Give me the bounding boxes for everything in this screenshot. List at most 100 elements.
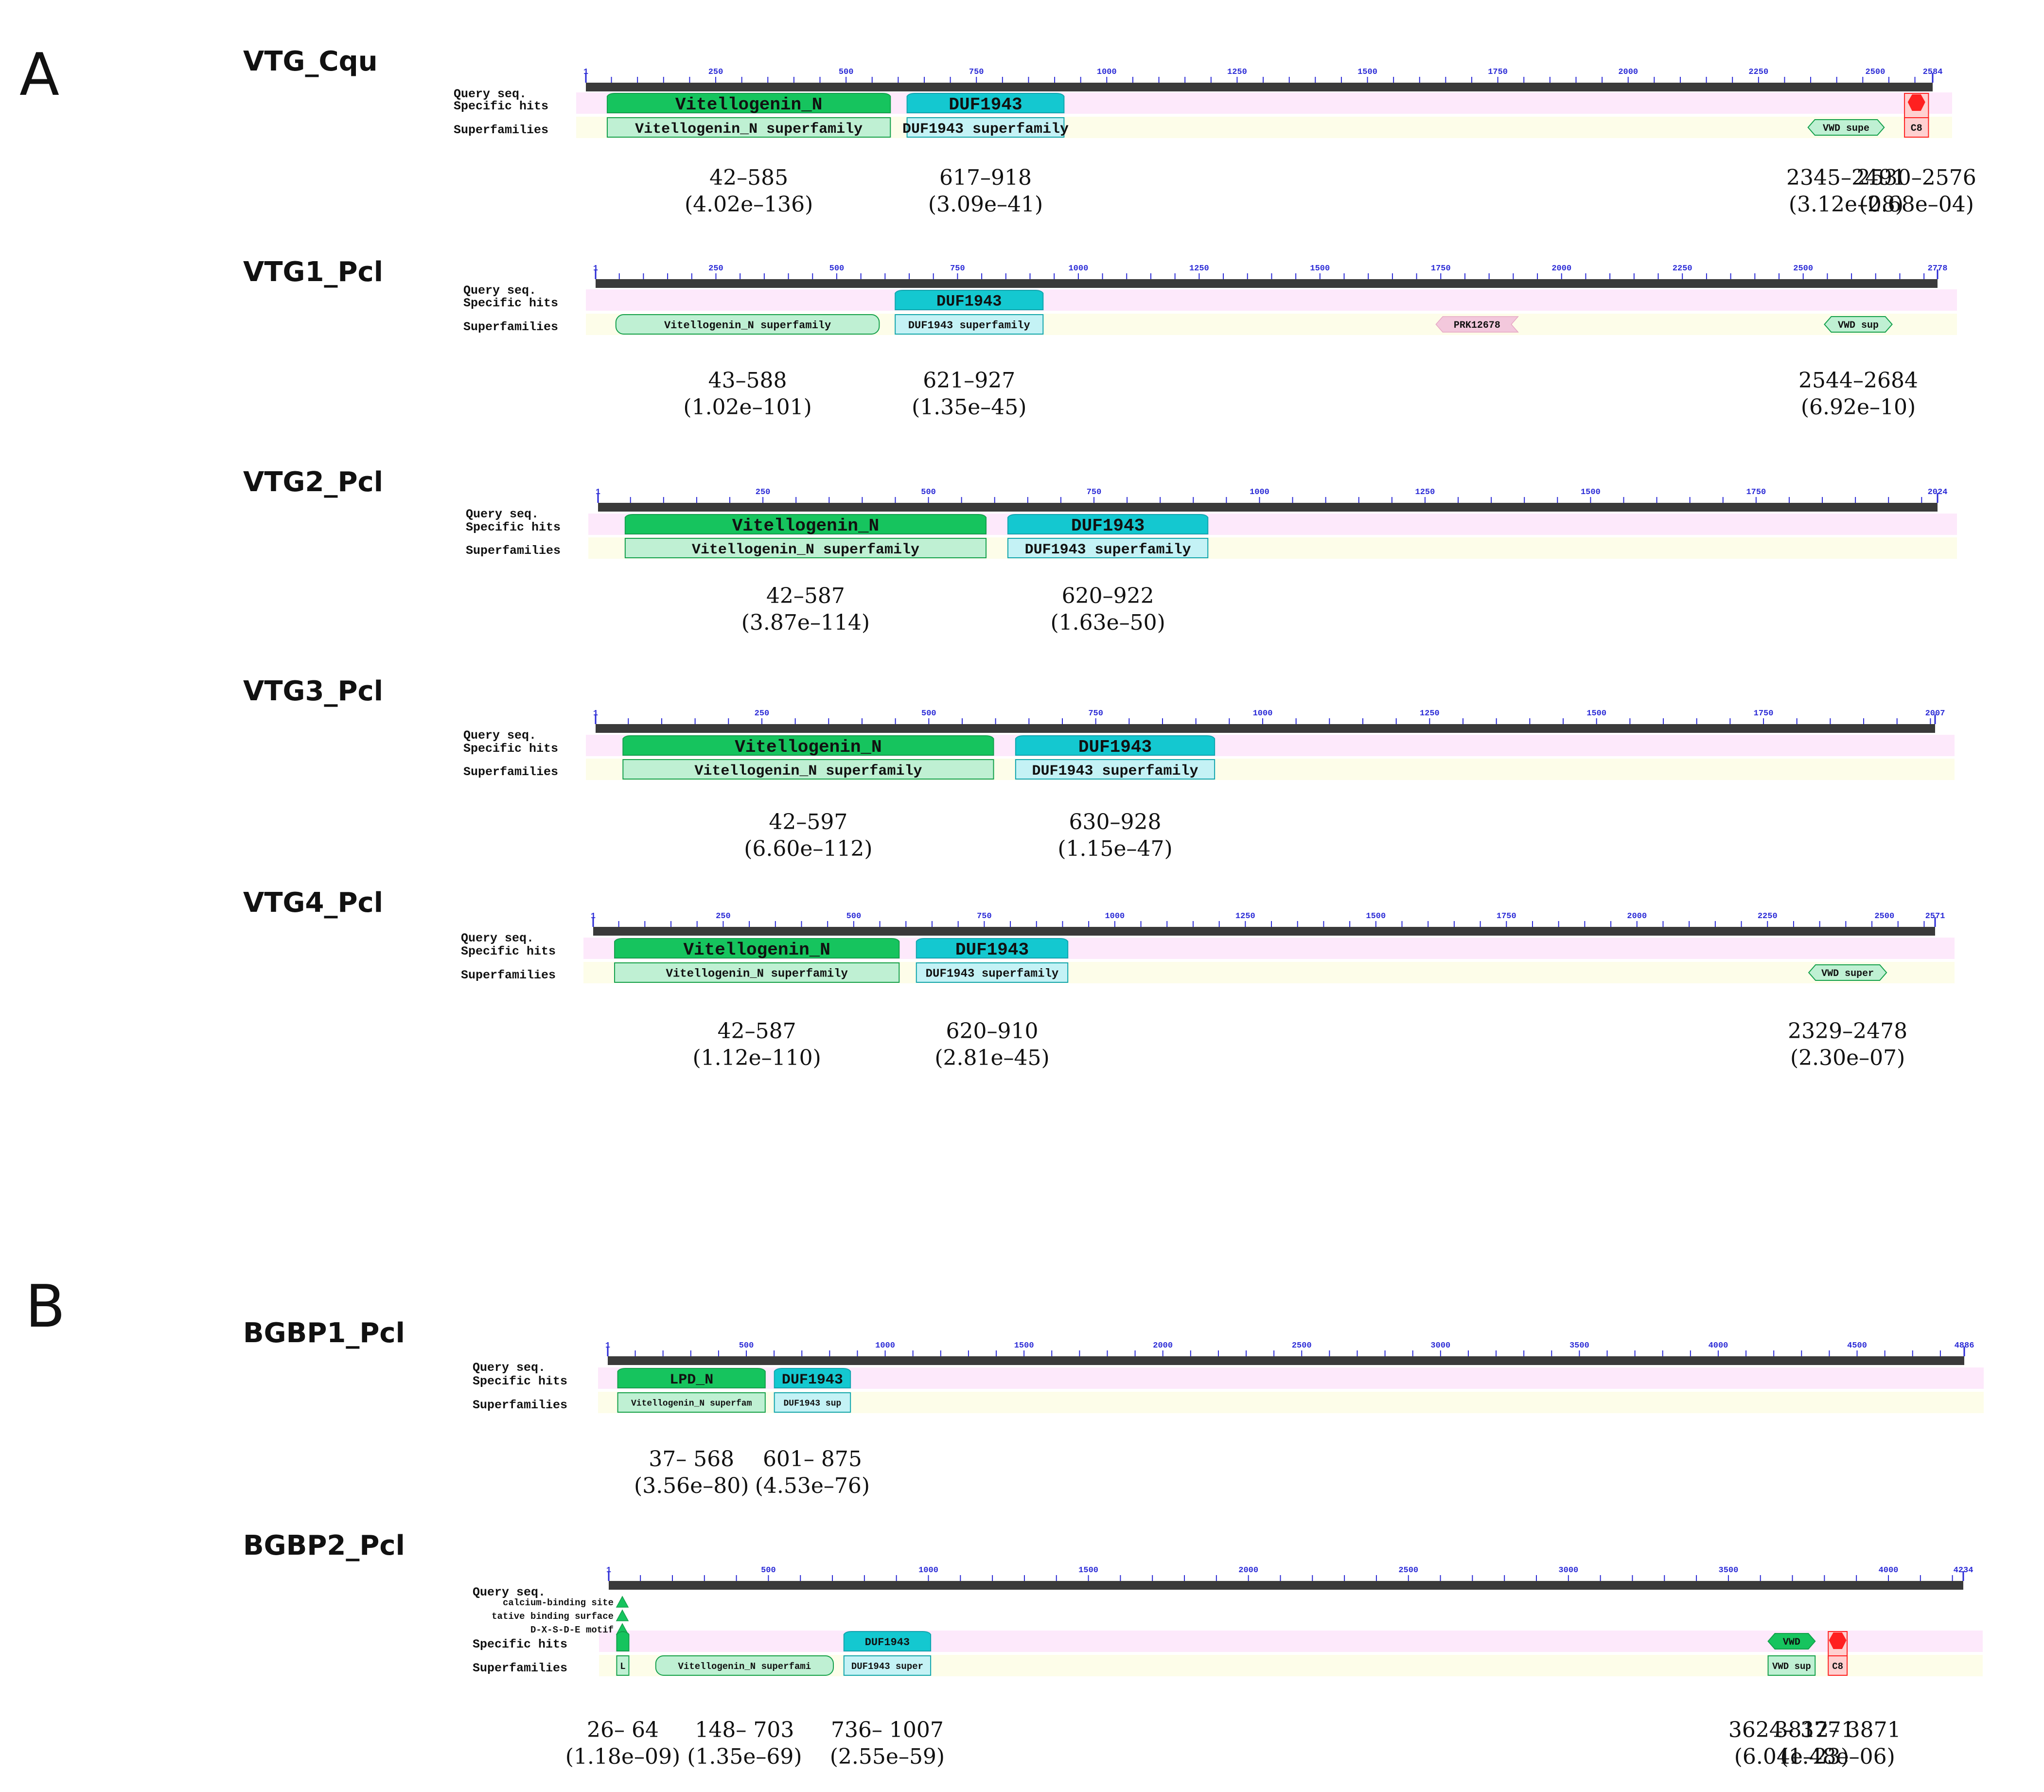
- domain-specific-lpd-n: [617, 1368, 766, 1388]
- axis-tick-label: 1: [583, 68, 588, 77]
- domain-evalue: (1.02e–101): [683, 395, 811, 420]
- axis-tick-label: 1000: [875, 1341, 895, 1350]
- domain-label: VWD super: [1821, 968, 1874, 979]
- domain-label: Vitellogenin_N: [732, 516, 879, 536]
- domain-evalue: (3.09e–41): [928, 192, 1043, 217]
- domain-super-prk12678: [1435, 316, 1519, 333]
- domain-label: DUF1943: [865, 1636, 910, 1649]
- axis-tick-label: 750: [950, 264, 965, 273]
- axis-tick-label: 250: [755, 709, 770, 718]
- axis-tick-label: 1250: [1420, 709, 1440, 718]
- domain-super-vwd-supe: [1807, 119, 1885, 136]
- domain-label: Vitellogenin_N superfamily: [635, 121, 863, 138]
- axis-tick-label: 250: [716, 912, 731, 921]
- row-label-specific-hits: Specific hits: [463, 296, 558, 310]
- protein-track-vtg4-pcl: VTG4_Pcl Query seq.Specific hits Superfami…: [243, 887, 1955, 1070]
- protein-name: VTG_Cqu: [243, 46, 378, 77]
- axis-tick-label: 2000: [1551, 264, 1571, 273]
- row-label-specific-hits: Specific hits: [466, 520, 561, 534]
- domain-range: 617–918: [939, 165, 1032, 190]
- domain-specific-vwd: [1767, 1633, 1816, 1650]
- query-sequence-bar: [593, 927, 1935, 936]
- row-label-superfamilies: Superfamilies: [466, 544, 561, 558]
- domain-specific-duf1943: [1015, 735, 1216, 756]
- axis-tick-label: 3500: [1719, 1566, 1739, 1575]
- domain-label: VWD sup: [1772, 1661, 1811, 1672]
- domain-range: 3624– 3771: [1728, 1718, 1855, 1742]
- axis-tick-label: 2571: [1925, 912, 1945, 921]
- axis-tick-label: 1500: [1586, 709, 1606, 718]
- protein-name: BGBP2_Pcl: [243, 1530, 405, 1561]
- domain-label: DUF1943 superfamily: [926, 968, 1059, 981]
- domain-label: DUF1943: [1071, 516, 1145, 536]
- axis-tick-label: 750: [977, 912, 992, 921]
- query-sequence-bar: [596, 724, 1935, 733]
- domain-evalue: (1.18e–09): [565, 1744, 680, 1769]
- domain-evalue: (1.15e–47): [1057, 836, 1172, 861]
- axis-tick-label: 500: [921, 709, 936, 718]
- row-label-specific-hits: Specific hits: [463, 742, 558, 756]
- axis-tick-label: 500: [739, 1341, 754, 1350]
- row-label-query: Query seq.: [463, 284, 536, 298]
- query-sequence-bar: [608, 1356, 1964, 1365]
- site-label: tative binding surface: [492, 1611, 614, 1622]
- domain-super-duf1943-super: [843, 1655, 932, 1676]
- domain-label: Vitellogenin_N: [683, 940, 830, 960]
- axis-tick-label: 250: [756, 488, 771, 497]
- domain-range: 620–922: [1062, 584, 1154, 608]
- domain-super-vitellogenin-n-superfami: [655, 1655, 834, 1676]
- axis-tick-label: 2500: [1398, 1566, 1418, 1575]
- domain-specific-duf1943: [906, 93, 1065, 113]
- query-sequence-bar: [609, 1581, 1963, 1590]
- row-label-superfamilies: Superfamilies: [461, 968, 556, 982]
- row-label-specific-hits: Specific hits: [473, 1374, 567, 1388]
- domain-super-duf1943-superfamily: [895, 314, 1044, 335]
- domain-range: 37– 568: [649, 1447, 734, 1472]
- domain-specific-duf1943: [843, 1631, 932, 1651]
- domain-label: Vitellogenin_N superfamily: [694, 763, 922, 780]
- domain-label: DUF1943 superfamily: [902, 121, 1069, 138]
- row-label-superfamilies: Superfamilies: [454, 123, 548, 137]
- axis-tick-label: 1500: [1078, 1566, 1098, 1575]
- axis-tick-label: 1750: [1746, 488, 1766, 497]
- domain-range: 43–588: [708, 368, 787, 393]
- axis-tick-label: 2500: [1793, 264, 1813, 273]
- axis-tick-label: 2778: [1928, 264, 1948, 273]
- domain-evalue: (6.60e–112): [744, 836, 872, 861]
- domain-super-l: [616, 1655, 630, 1676]
- row-label-superfamilies: Superfamilies: [463, 765, 558, 779]
- domain-range: 42–585: [709, 165, 788, 190]
- domain-super-duf1943-superfamily: [906, 117, 1065, 138]
- domain-range: 620–910: [946, 1019, 1038, 1044]
- axis-tick-label: 250: [708, 264, 723, 273]
- domain-super-vitellogenin-n-superfamily: [624, 538, 987, 558]
- protein-name: VTG1_Pcl: [243, 256, 383, 288]
- protein-name: VTG2_Pcl: [243, 466, 383, 498]
- domain-super-vwd-sup: [1767, 1655, 1816, 1676]
- domain-evalue: (4.02e–136): [685, 192, 813, 217]
- axis-tick-label: 1250: [1235, 912, 1255, 921]
- row-label-query: Query seq.: [473, 1361, 546, 1375]
- axis-tick-label: 500: [921, 488, 936, 497]
- axis-tick-label: 1: [593, 264, 598, 273]
- axis-tick-label: 1750: [1431, 264, 1451, 273]
- row-label-superfamilies: Superfamilies: [463, 320, 558, 334]
- axis-tick-label: 500: [839, 68, 854, 77]
- axis-tick-label: 1750: [1754, 709, 1774, 718]
- site-label: calcium-binding site: [503, 1597, 614, 1608]
- domain-label: DUF1943 super: [851, 1661, 923, 1672]
- site-marker-icon: [616, 1596, 629, 1608]
- domain-super-vitellogenin-n-superfamily: [615, 314, 880, 335]
- domain-evalue: (1.35e–69): [687, 1744, 802, 1769]
- domain-label: L: [620, 1661, 625, 1672]
- domain-evalue: (6.92e–10): [1801, 395, 1916, 420]
- domain-super-duf1943-sup: [774, 1392, 851, 1413]
- domain-range: 42–597: [769, 810, 847, 834]
- axis-tick-label: 500: [846, 912, 862, 921]
- axis-tick-label: 4886: [1955, 1341, 1974, 1350]
- domain-label: Vitellogenin_N superfam: [631, 1399, 752, 1408]
- domain-super-vwd-sup: [1824, 316, 1893, 333]
- domain-super-duf1943-superfamily: [916, 962, 1069, 983]
- axis-tick-label: 2000: [1618, 68, 1638, 77]
- row-label-superfamilies: Superfamilies: [473, 1661, 567, 1675]
